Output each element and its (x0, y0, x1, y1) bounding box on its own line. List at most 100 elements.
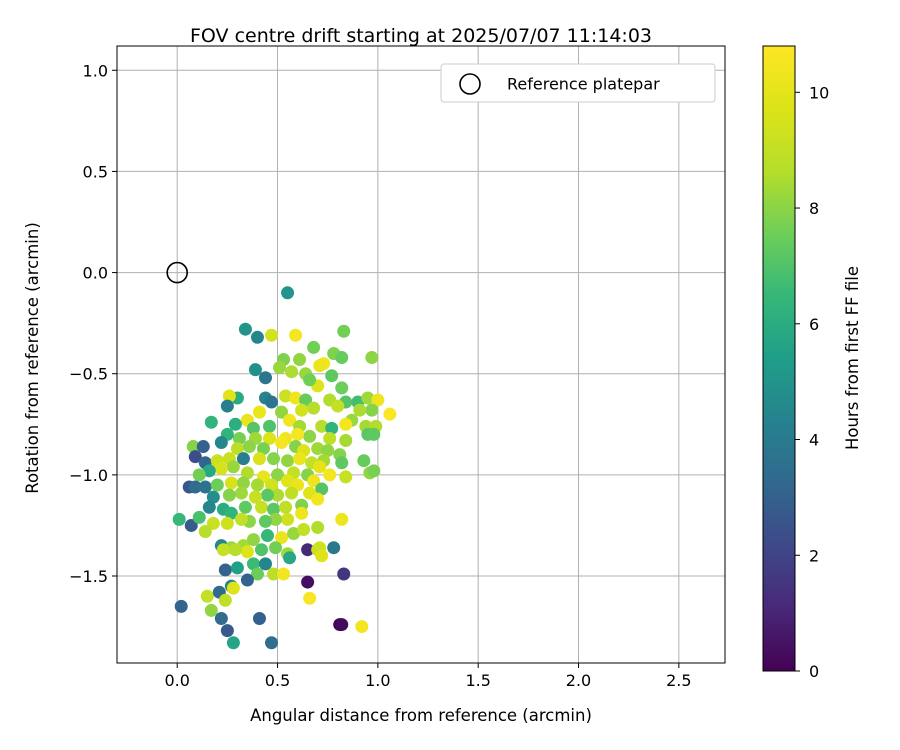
data-point (246, 533, 260, 547)
data-point (234, 512, 248, 526)
data-point (307, 340, 321, 354)
data-point (228, 543, 242, 557)
data-point (252, 611, 266, 625)
data-point (230, 442, 244, 456)
data-point (252, 405, 266, 419)
data-point (226, 460, 240, 474)
data-point (265, 478, 279, 492)
data-point (250, 478, 264, 492)
y-tick-label: −1.5 (69, 567, 108, 586)
data-point (301, 575, 315, 589)
data-point (303, 591, 317, 605)
data-point (252, 452, 266, 466)
data-point (279, 500, 293, 514)
data-point (313, 460, 327, 474)
data-point (246, 557, 260, 571)
data-point (339, 433, 353, 447)
data-point (283, 551, 297, 565)
colorbar-tick-label: 8 (809, 199, 819, 218)
data-point (273, 361, 287, 375)
data-point (224, 506, 238, 520)
data-point (307, 474, 321, 488)
data-point (260, 529, 274, 543)
data-point (248, 363, 262, 377)
data-point (236, 452, 250, 466)
data-point (271, 468, 285, 482)
data-point (222, 488, 236, 502)
data-point (226, 581, 240, 595)
y-tick-label: −1.0 (69, 466, 108, 485)
data-point (216, 543, 230, 557)
data-point (263, 431, 277, 445)
data-point (206, 516, 220, 530)
data-point (337, 324, 351, 338)
data-point (214, 462, 228, 476)
data-point (371, 393, 385, 407)
data-point (220, 624, 234, 638)
data-point (281, 474, 295, 488)
data-point (335, 456, 349, 470)
data-point (281, 512, 295, 526)
data-point (224, 476, 238, 490)
data-point (337, 567, 351, 581)
data-point (250, 567, 264, 581)
data-point (275, 405, 289, 419)
data-point (200, 589, 214, 603)
data-point (267, 452, 281, 466)
x-axis-label: Angular distance from reference (arcmin) (250, 706, 592, 725)
plot-frame (116, 45, 726, 664)
data-point (293, 353, 307, 367)
data-point (311, 492, 325, 506)
data-point (202, 500, 216, 514)
data-point (260, 488, 274, 502)
data-point (220, 516, 234, 530)
x-tick-label: 0.5 (265, 671, 290, 690)
data-point (285, 486, 299, 500)
data-point (315, 482, 329, 496)
x-tick-label: 1.0 (365, 671, 390, 690)
colorbar-gradient (762, 45, 796, 672)
data-point (214, 435, 228, 449)
data-point (315, 419, 329, 433)
data-point (258, 557, 272, 571)
data-point (285, 365, 299, 379)
data-point (267, 502, 281, 516)
data-point (287, 527, 301, 541)
data-point (355, 620, 369, 634)
legend-label-reference: Reference platepar (507, 75, 660, 94)
data-point (234, 486, 248, 500)
legend-box (440, 63, 716, 103)
data-point (271, 488, 285, 502)
data-point (297, 522, 311, 536)
data-point (188, 480, 202, 494)
data-point (196, 440, 210, 454)
y-tick-label: 0.5 (83, 162, 108, 181)
y-axis-label: Rotation from reference (arcmin) (23, 222, 42, 494)
data-point (186, 440, 200, 454)
colorbar-tick-label: 2 (809, 546, 819, 565)
colorbar: 0 2 4 6 8 10 Hours from first FF file (762, 45, 862, 681)
data-point (242, 440, 256, 454)
data-point (367, 427, 381, 441)
colorbar-tick-label: 10 (809, 83, 829, 102)
data-point (265, 328, 279, 342)
x-tick-label: 0.0 (164, 671, 189, 690)
data-point (172, 512, 186, 526)
data-point (361, 391, 375, 405)
data-point (283, 413, 297, 427)
data-point (335, 351, 349, 365)
grid (117, 46, 725, 663)
data-point (281, 454, 295, 468)
legend: Reference platepar (440, 63, 716, 103)
data-point (240, 466, 254, 480)
y-ticks: 1.0 0.5 0.0 −0.5 −1.0 −1.5 (69, 61, 117, 586)
data-point (198, 525, 212, 539)
data-point (275, 435, 289, 449)
y-tick-label: 0.0 (83, 264, 108, 283)
data-point (281, 286, 295, 300)
data-point (238, 322, 252, 336)
data-point (291, 427, 305, 441)
data-point (357, 454, 371, 468)
data-point (228, 417, 242, 431)
